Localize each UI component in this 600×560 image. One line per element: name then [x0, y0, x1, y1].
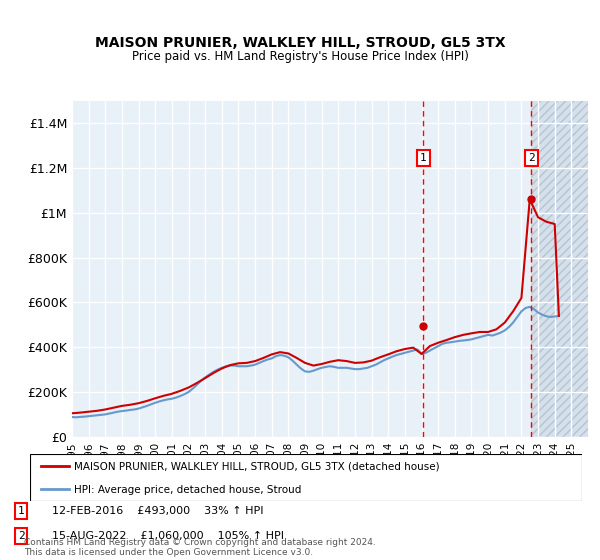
Text: 2: 2 [18, 531, 25, 541]
Text: MAISON PRUNIER, WALKLEY HILL, STROUD, GL5 3TX (detached house): MAISON PRUNIER, WALKLEY HILL, STROUD, GL… [74, 461, 440, 472]
Text: Price paid vs. HM Land Registry's House Price Index (HPI): Price paid vs. HM Land Registry's House … [131, 50, 469, 63]
Bar [532, 101, 588, 437]
Text: 1: 1 [18, 506, 25, 516]
Text: 2: 2 [528, 153, 535, 163]
Text: 15-AUG-2022    £1,060,000    105% ↑ HPI: 15-AUG-2022 £1,060,000 105% ↑ HPI [52, 531, 284, 541]
Text: HPI: Average price, detached house, Stroud: HPI: Average price, detached house, Stro… [74, 486, 302, 495]
Text: 1: 1 [420, 153, 427, 163]
FancyBboxPatch shape [30, 454, 582, 501]
Text: MAISON PRUNIER, WALKLEY HILL, STROUD, GL5 3TX: MAISON PRUNIER, WALKLEY HILL, STROUD, GL… [95, 36, 505, 50]
Text: Contains HM Land Registry data © Crown copyright and database right 2024.
This d: Contains HM Land Registry data © Crown c… [24, 538, 376, 557]
Text: 12-FEB-2016    £493,000    33% ↑ HPI: 12-FEB-2016 £493,000 33% ↑ HPI [52, 506, 264, 516]
